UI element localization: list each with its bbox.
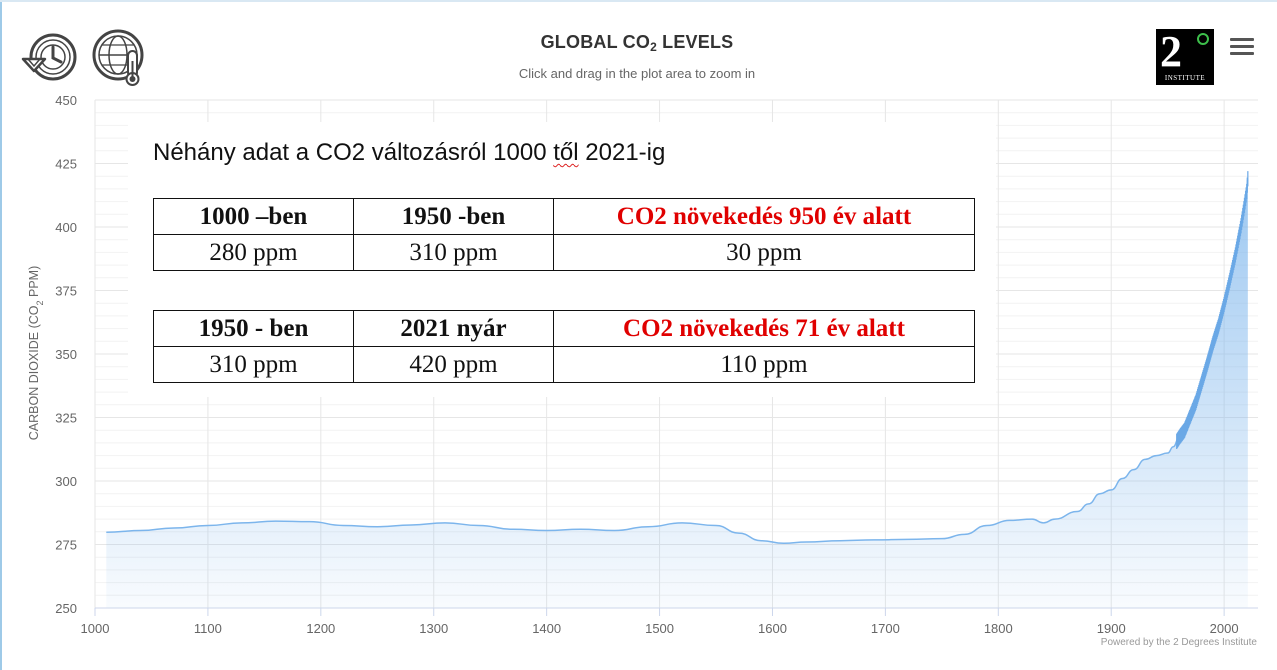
x-tick-label: 1600 xyxy=(758,621,787,636)
y-tick-label: 250 xyxy=(55,601,77,616)
x-tick-label: 1900 xyxy=(1097,621,1126,636)
x-tick-label: 1200 xyxy=(306,621,335,636)
y-tick-label: 350 xyxy=(55,347,77,362)
y-tick-label: 400 xyxy=(55,220,77,235)
table-cell: 1950 -ben xyxy=(353,198,554,235)
logo-text: INSTITUTE xyxy=(1164,74,1206,82)
y-tick-label: 425 xyxy=(55,157,77,172)
overlay-heading: Néhány adat a CO2 változásról 1000 től 2… xyxy=(153,139,666,166)
x-tick-label: 1500 xyxy=(645,621,674,636)
table-1950-2021: 1950 - ben 2021 nyár CO2 növekedés 71 év… xyxy=(153,310,975,383)
y-tick-label: 325 xyxy=(55,411,77,426)
chart-title: GLOBAL CO2 LEVELS xyxy=(540,32,734,54)
y-axis-label: CARBON DIOXIDE (CO2 PPM) xyxy=(27,266,45,441)
x-tick-label: 1800 xyxy=(984,621,1013,636)
co2-area-fill xyxy=(106,178,1248,609)
table-cell: 310 ppm xyxy=(353,234,554,271)
seasonal-band-path xyxy=(1176,171,1249,449)
x-tick-label: 2000 xyxy=(1210,621,1239,636)
table-cell: 1950 - ben xyxy=(153,310,354,347)
left-border xyxy=(0,0,2,670)
x-tick-label: 1000 xyxy=(81,621,110,636)
table-row: 280 ppm 310 ppm 30 ppm xyxy=(153,234,975,271)
table-cell: CO2 növekedés 71 év alatt xyxy=(553,310,975,347)
table-1000-1950: 1000 –ben 1950 -ben CO2 növekedés 950 év… xyxy=(153,198,975,271)
y-tick-label: 375 xyxy=(55,284,77,299)
y-tick-label: 450 xyxy=(55,93,77,108)
table-cell: 280 ppm xyxy=(153,234,354,271)
table-cell: CO2 növekedés 950 év alatt xyxy=(553,198,975,235)
table-cell: 30 ppm xyxy=(553,234,975,271)
x-axis-ticks: 1000 1100 1200 1300 1400 1500 1600 1700 1800 1900… xyxy=(81,608,1239,636)
top-border xyxy=(0,0,1277,2)
seasonal-band xyxy=(1176,171,1249,449)
y-axis-ticks: 250 275 300 325 350 375 400 425 450 xyxy=(55,93,77,616)
x-tick-label: 1400 xyxy=(532,621,561,636)
table-cell: 110 ppm xyxy=(553,346,975,383)
x-tick-label: 1100 xyxy=(194,621,222,636)
degree-ring-icon xyxy=(1197,33,1209,45)
institute-logo: 2 INSTITUTE xyxy=(1156,27,1214,85)
table-cell: 420 ppm xyxy=(353,346,554,383)
table-row: 310 ppm 420 ppm 110 ppm xyxy=(153,346,975,383)
data-overlay-box: Néhány adat a CO2 változásról 1000 től 2… xyxy=(128,122,996,397)
history-icon[interactable] xyxy=(20,29,80,89)
table-cell: 310 ppm xyxy=(153,346,354,383)
x-tick-label: 1700 xyxy=(871,621,900,636)
table-row: 1000 –ben 1950 -ben CO2 növekedés 950 év… xyxy=(153,198,975,235)
table-row: 1950 - ben 2021 nyár CO2 növekedés 71 év… xyxy=(153,310,975,347)
globe-thermometer-icon[interactable] xyxy=(92,27,148,89)
credits-link[interactable]: Powered by the 2 Degrees Institute xyxy=(1100,637,1257,648)
table-cell: 2021 nyár xyxy=(353,310,554,347)
logo-mark: 2 xyxy=(1160,27,1182,76)
y-tick-label: 300 xyxy=(55,474,77,489)
y-tick-label: 275 xyxy=(55,538,77,553)
chart-subtitle: Click and drag in the plot area to zoom … xyxy=(518,66,756,81)
hamburger-menu-icon[interactable] xyxy=(1230,38,1254,58)
table-cell: 1000 –ben xyxy=(153,198,354,235)
x-tick-label: 1300 xyxy=(419,621,448,636)
